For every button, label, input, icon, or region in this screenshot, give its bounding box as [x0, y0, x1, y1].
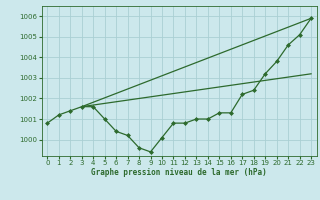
X-axis label: Graphe pression niveau de la mer (hPa): Graphe pression niveau de la mer (hPa)	[91, 168, 267, 177]
